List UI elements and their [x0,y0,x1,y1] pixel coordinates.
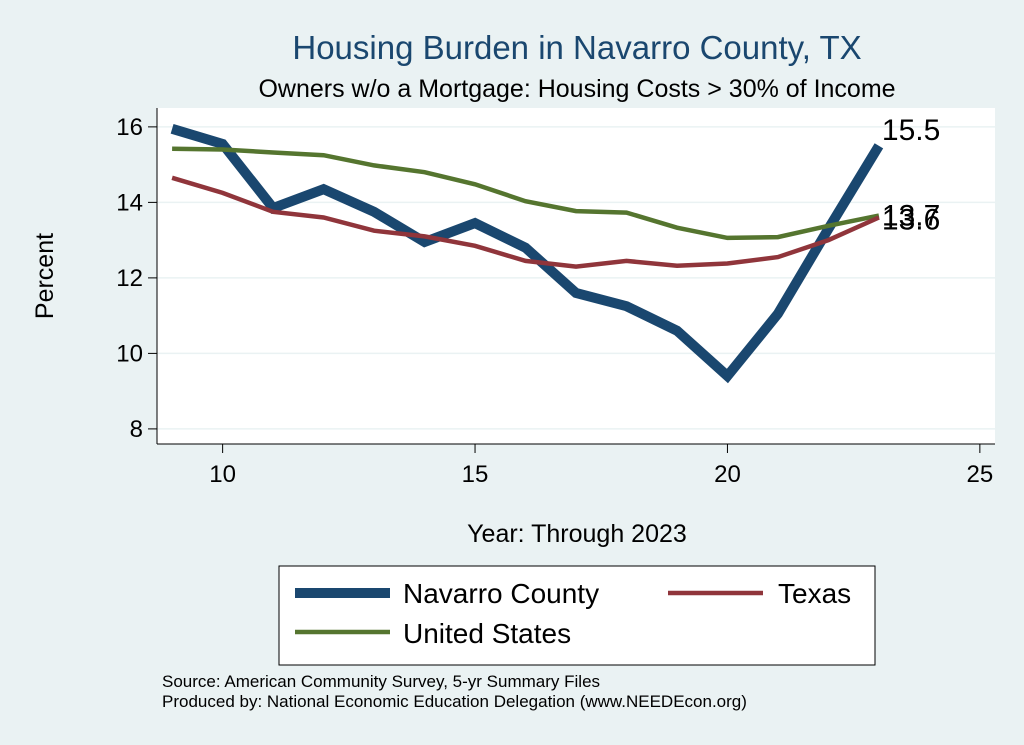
series-line-texas [171,175,880,269]
y-tick-label-8: 8 [130,416,143,443]
legend-label-texas: Texas [778,578,851,609]
plot-area [157,108,995,444]
y-tick-label-12: 12 [116,265,143,292]
legend: Navarro County Texas United States [278,565,876,666]
y-tick-label-16: 16 [116,114,143,141]
chart-title: Housing Burden in Navarro County, TX [292,29,861,66]
chart-subtitle: Owners w/o a Mortgage: Housing Costs > 3… [258,75,895,103]
y-tick-label-14: 14 [116,189,143,216]
series-line-navarro-county [170,124,884,384]
legend-label-navarro-county: Navarro County [403,578,599,609]
y-axis-label: Percent [31,233,59,319]
series-line-united-states [172,146,880,241]
source-line-1: Source: American Community Survey, 5-yr … [162,672,600,691]
x-tick-label-20: 20 [714,461,741,488]
x-tick-label-15: 15 [462,461,489,488]
axes: 8 10 12 14 16 10 15 20 25 [116,108,995,488]
y-tick-label-10: 10 [116,340,143,367]
end-label-texas: 13.6 [882,203,940,236]
x-axis-label: Year: Through 2023 [467,520,687,548]
legend-box [278,565,876,666]
end-label-united-states: 13.7 [882,200,940,233]
end-labels: 15.5 13.613.7 [882,114,940,237]
legend-label-united-states: United States [403,618,571,649]
series-lines [170,124,884,384]
end-label-navarro-county: 15.5 [882,114,940,147]
x-tick-label-10: 10 [209,461,236,488]
x-tick-label-25: 25 [967,461,994,488]
source-line-2: Produced by: National Economic Education… [162,692,747,711]
